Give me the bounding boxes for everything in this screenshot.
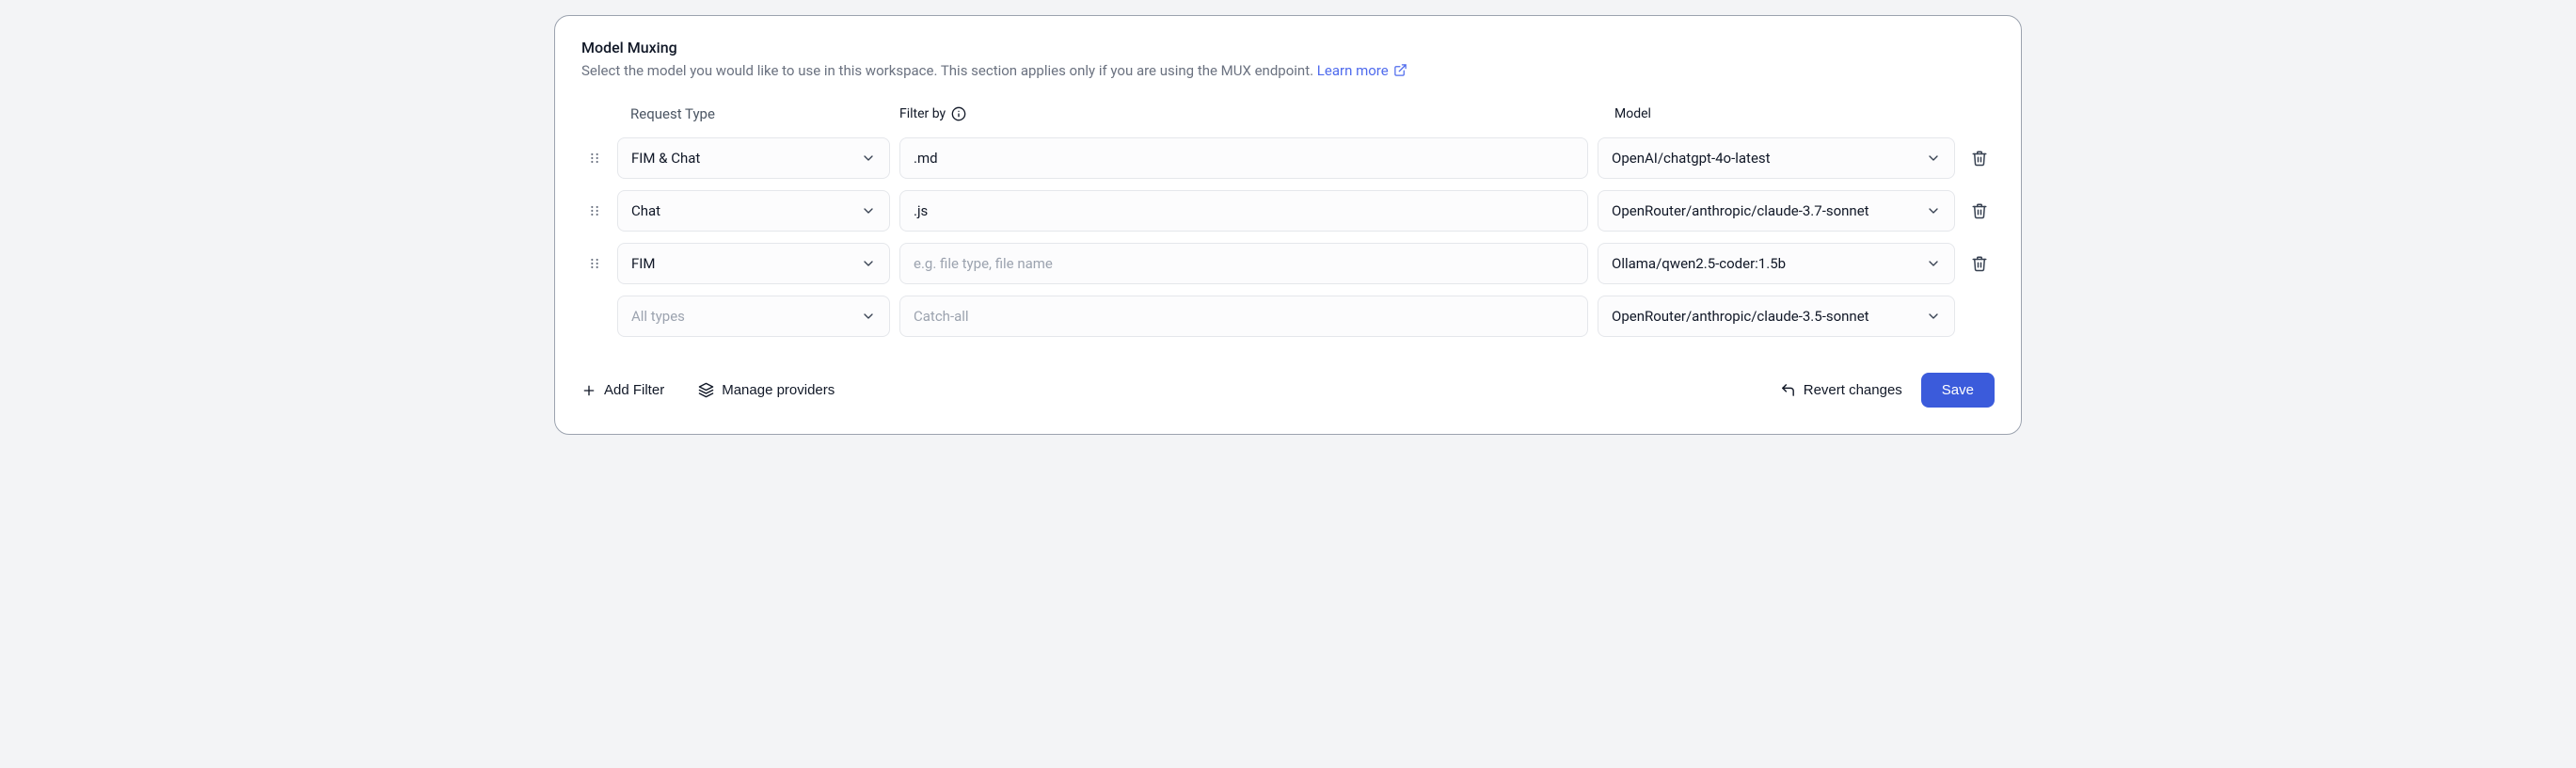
revert-changes-button[interactable]: Revert changes	[1780, 382, 1902, 398]
header-model: Model	[1598, 106, 1955, 125]
add-filter-button[interactable]: Add Filter	[581, 382, 664, 398]
model-muxing-panel: Model Muxing Select the model you would …	[554, 15, 2022, 435]
chevron-down-icon	[1926, 203, 1941, 218]
request-type-value: FIM	[631, 255, 655, 272]
chevron-down-icon	[861, 203, 876, 218]
save-button[interactable]: Save	[1921, 373, 1995, 408]
revert-label: Revert changes	[1804, 382, 1902, 398]
manage-providers-button[interactable]: Manage providers	[698, 382, 835, 398]
chevron-down-icon	[1926, 256, 1941, 271]
model-select[interactable]: OpenRouter/anthropic/claude-3.7-sonnet	[1598, 190, 1955, 232]
delete-row-button[interactable]	[1964, 137, 1995, 179]
drag-handle[interactable]	[581, 151, 608, 166]
subtitle-text: Select the model you would like to use i…	[581, 62, 1317, 79]
add-filter-label: Add Filter	[604, 382, 664, 398]
undo-icon	[1780, 382, 1796, 398]
delete-row-button[interactable]	[1964, 190, 1995, 232]
filter-input[interactable]: .js	[899, 190, 1588, 232]
request-type-select[interactable]: FIM	[617, 243, 890, 284]
model-value: OpenRouter/anthropic/claude-3.7-sonnet	[1612, 202, 1869, 219]
footer-right: Revert changes Save	[1780, 373, 1995, 408]
chevron-down-icon	[861, 256, 876, 271]
rules-grid: Request Type Filter by Model FIM & Chat.…	[581, 105, 1995, 337]
model-select[interactable]: OpenAI/chatgpt-4o-latest	[1598, 137, 1955, 179]
header-filter-by: Filter by	[899, 106, 1588, 125]
request-type-value: FIM & Chat	[631, 150, 700, 167]
external-link-icon	[1393, 63, 1407, 77]
plus-icon	[581, 383, 596, 398]
request-type-value: All types	[631, 308, 685, 325]
header-request-type: Request Type	[617, 105, 890, 126]
learn-more-label: Learn more	[1317, 62, 1389, 79]
filter-input[interactable]: .md	[899, 137, 1588, 179]
chevron-down-icon	[1926, 309, 1941, 324]
footer-left: Add Filter Manage providers	[581, 382, 835, 398]
drag-handle[interactable]	[581, 203, 608, 218]
panel-subtitle: Select the model you would like to use i…	[581, 62, 1995, 79]
filter-input[interactable]: e.g. file type, file name	[899, 243, 1588, 284]
drag-handle[interactable]	[581, 256, 608, 271]
info-icon[interactable]	[951, 106, 966, 121]
request-type-select[interactable]: FIM & Chat	[617, 137, 890, 179]
save-label: Save	[1942, 382, 1974, 398]
trash-icon	[1971, 150, 1988, 167]
learn-more-link[interactable]: Learn more	[1317, 62, 1408, 79]
panel-title: Model Muxing	[581, 39, 1995, 56]
chevron-down-icon	[861, 309, 876, 324]
request-type-value: Chat	[631, 202, 660, 219]
model-value: OpenRouter/anthropic/claude-3.5-sonnet	[1612, 308, 1869, 325]
delete-row-button	[1964, 296, 1995, 337]
model-value: OpenAI/chatgpt-4o-latest	[1612, 150, 1771, 167]
filter-input[interactable]: Catch-all	[899, 296, 1588, 337]
model-select[interactable]: OpenRouter/anthropic/claude-3.5-sonnet	[1598, 296, 1955, 337]
chevron-down-icon	[1926, 151, 1941, 166]
header-filter-label: Filter by	[899, 106, 946, 121]
trash-icon	[1971, 202, 1988, 219]
panel-footer: Add Filter Manage providers Revert chang…	[581, 373, 1995, 408]
model-value: Ollama/qwen2.5-coder:1.5b	[1612, 255, 1786, 272]
request-type-select[interactable]: Chat	[617, 190, 890, 232]
delete-row-button[interactable]	[1964, 243, 1995, 284]
layers-icon	[698, 382, 714, 398]
request-type-select[interactable]: All types	[617, 296, 890, 337]
chevron-down-icon	[861, 151, 876, 166]
model-select[interactable]: Ollama/qwen2.5-coder:1.5b	[1598, 243, 1955, 284]
trash-icon	[1971, 255, 1988, 272]
manage-providers-label: Manage providers	[722, 382, 835, 398]
